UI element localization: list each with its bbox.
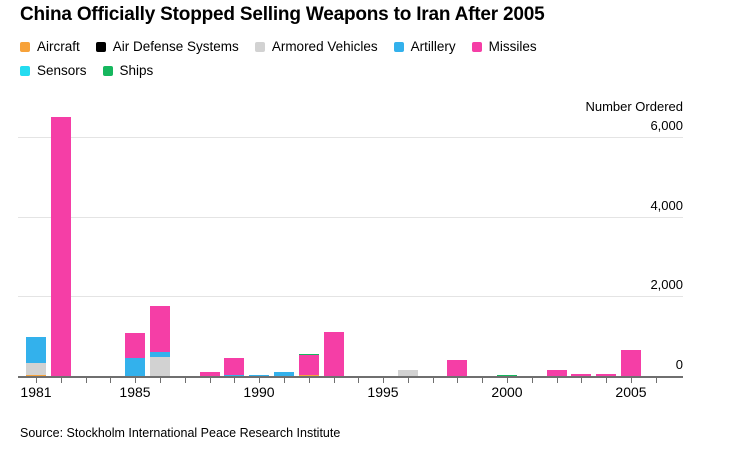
x-tick-2006 — [656, 378, 657, 383]
x-tick-label: 1981 — [20, 384, 52, 400]
x-tick-1984 — [110, 378, 111, 383]
x-tick-1997 — [433, 378, 434, 383]
bar-segment-1991-artillery — [274, 372, 294, 376]
x-tick-1998 — [457, 378, 458, 383]
x-tick-2001 — [532, 378, 533, 383]
legend-item-ships: Ships — [102, 63, 154, 78]
plot-area: 6,000 4,000 2,000 0 1981 1985 1990 1995 2000 2005 — [18, 115, 683, 400]
x-axis-line — [18, 376, 683, 378]
bar-segment-1986-artillery — [150, 352, 170, 357]
legend-item-armored-vehicles: Armored Vehicles — [254, 39, 378, 54]
bar-segment-1985-missiles — [125, 333, 145, 358]
legend-label: Sensors — [37, 63, 87, 78]
y-tick-label: 4,000 — [650, 198, 683, 213]
x-tick-label: 1990 — [243, 384, 275, 400]
x-tick-1999 — [482, 378, 483, 383]
x-tick-1987 — [185, 378, 186, 383]
y-tick-label: 2,000 — [650, 277, 683, 292]
x-tick-1990 — [259, 378, 260, 383]
bar-segment-1985-artillery — [125, 358, 145, 376]
x-tick-1983 — [86, 378, 87, 383]
legend-label: Artillery — [410, 39, 456, 54]
source-note: Source: Stockholm International Peace Re… — [20, 426, 341, 440]
legend-label: Air Defense Systems — [112, 39, 239, 54]
chart-title: China Officially Stopped Selling Weapons… — [20, 4, 545, 25]
bar-segment-1986-missiles — [150, 306, 170, 352]
x-tick-1982 — [61, 378, 62, 383]
x-tick-1986 — [160, 378, 161, 383]
y-axis-title: Number Ordered — [585, 99, 683, 114]
legend-item-aircraft: Aircraft — [20, 39, 80, 54]
bar-segment-1992-aircraft — [299, 375, 319, 376]
bar-segment-1992-ships — [299, 354, 319, 355]
gridline-4000 — [18, 217, 683, 218]
legend-swatch-icon — [102, 65, 113, 76]
bar-segment-1992-missiles — [299, 355, 319, 375]
bar-segment-1988-missiles — [200, 372, 220, 376]
legend-item-air-defense-systems: Air Defense Systems — [95, 39, 239, 54]
bar-segment-1993-missiles — [324, 332, 344, 376]
x-tick-1995 — [383, 378, 384, 383]
bar-segment-1986-armored-vehicles — [150, 357, 170, 376]
legend-label: Ships — [119, 63, 154, 78]
x-tick-1991 — [284, 378, 285, 383]
legend-label: Armored Vehicles — [271, 39, 378, 54]
x-tick-label: 1995 — [367, 384, 399, 400]
x-tick-label: 2005 — [615, 384, 647, 400]
legend-swatch-icon — [393, 41, 404, 52]
x-tick-1985 — [135, 378, 136, 383]
legend-label: Missiles — [488, 39, 537, 54]
bar-segment-1998-missiles — [447, 360, 467, 376]
x-tick-1992 — [309, 378, 310, 383]
legend-item-sensors: Sensors — [20, 63, 87, 78]
x-tick-2003 — [581, 378, 582, 383]
x-tick-1994 — [358, 378, 359, 383]
bar-segment-1981-artillery — [26, 337, 46, 363]
x-tick-label: 1985 — [119, 384, 151, 400]
legend-swatch-icon — [20, 65, 30, 76]
bar-segment-2004-missiles — [596, 374, 616, 376]
legend-swatch-icon — [20, 41, 30, 52]
legend-swatch-icon — [95, 41, 106, 52]
x-tick-1996 — [408, 378, 409, 383]
gridline-2000 — [18, 296, 683, 297]
gridline-6000 — [18, 137, 683, 138]
x-tick-1993 — [334, 378, 335, 383]
bar-segment-2003-missiles — [571, 374, 591, 376]
x-tick-2005 — [631, 378, 632, 383]
x-tick-1981 — [36, 378, 37, 383]
legend-swatch-icon — [254, 41, 265, 52]
bar-segment-1996-armored-vehicles — [398, 370, 418, 376]
bar-segment-1990-artillery — [249, 375, 269, 376]
x-tick-2002 — [557, 378, 558, 383]
legend: Aircraft Air Defense Systems Armored Vehic… — [20, 39, 600, 78]
legend-item-artillery: Artillery — [393, 39, 456, 54]
bar-segment-1981-armored-vehicles — [26, 363, 46, 375]
bar-segment-1989-missiles — [224, 358, 244, 375]
bar-segment-2000-ships — [497, 375, 517, 376]
bar-segment-1982-missiles — [51, 117, 71, 376]
legend-item-missiles: Missiles — [471, 39, 537, 54]
bar-segment-2002-missiles — [547, 370, 567, 376]
y-tick-label: 6,000 — [650, 118, 683, 133]
bar-segment-1981-aircraft — [26, 375, 46, 376]
y-tick-label: 0 — [675, 357, 683, 372]
x-tick-1989 — [234, 378, 235, 383]
x-tick-label: 2000 — [491, 384, 523, 400]
x-tick-2004 — [606, 378, 607, 383]
bar-segment-2005-missiles — [621, 350, 641, 376]
legend-swatch-icon — [471, 41, 482, 52]
bar-segment-1989-artillery — [224, 375, 244, 376]
legend-label: Aircraft — [37, 39, 80, 54]
x-tick-1988 — [210, 378, 211, 383]
x-tick-2000 — [507, 378, 508, 383]
